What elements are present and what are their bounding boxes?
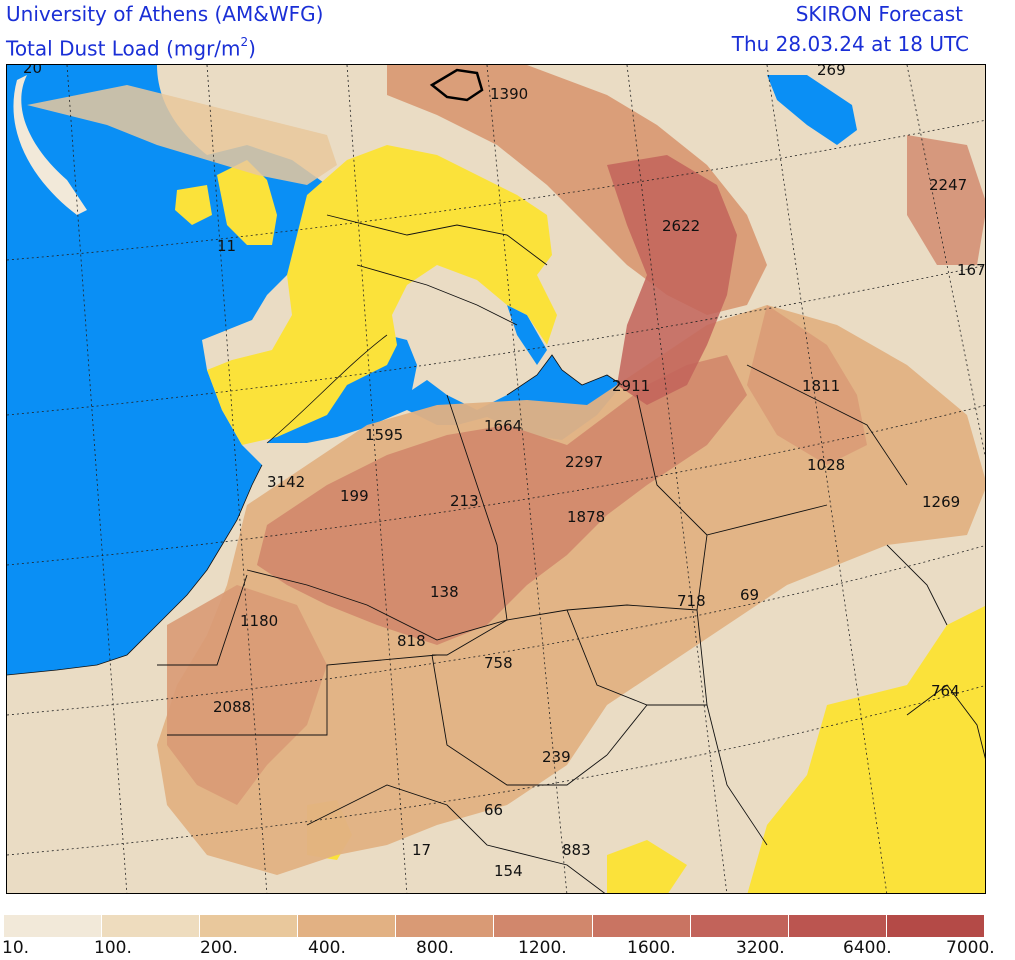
legend-tick-label: 100. (94, 938, 132, 958)
value-label: 66 (484, 801, 503, 819)
legend-swatch (592, 915, 691, 937)
value-label: 758 (484, 654, 513, 672)
value-label: 213 (450, 492, 479, 510)
north-west-coast-dust (27, 85, 337, 185)
north-atlantic-dust-band (13, 75, 87, 215)
coastlines (7, 334, 623, 676)
legend-swatch (690, 915, 789, 937)
europe-clean-air (207, 145, 557, 445)
value-label: 11 (217, 237, 236, 255)
west-africa-dust (167, 585, 327, 805)
value-label: 764 (931, 682, 960, 700)
sahara-dust-plume-high (257, 355, 747, 645)
value-label: 1269 (922, 493, 960, 511)
sahara-dust-plume-moderate (157, 305, 985, 875)
value-label: 1811 (802, 377, 840, 395)
legend-tick-label: 10. (2, 938, 30, 958)
value-label: 269 (817, 65, 846, 79)
value-label: 1595 (365, 426, 403, 444)
ireland (175, 185, 212, 225)
central-africa-clean-air (607, 840, 687, 893)
value-label: 2911 (612, 377, 650, 395)
legend-swatch (886, 915, 985, 937)
turkey-dust-core (607, 155, 737, 405)
variable-close-paren: ) (248, 36, 256, 61)
value-label: 1878 (567, 508, 605, 526)
value-label: 199 (340, 487, 369, 505)
value-label: 138 (430, 583, 459, 601)
legend-swatch (102, 915, 201, 937)
legend-tick-label: 3200. (736, 938, 785, 958)
legend-swatch (494, 915, 593, 937)
value-label: 154 (494, 862, 523, 880)
value-label: 1390 (490, 85, 528, 103)
value-label: 1028 (807, 456, 845, 474)
variable-title: Total Dust Load (mgr/m2) (6, 32, 256, 61)
legend-tick-label: 400. (308, 938, 346, 958)
legend-swatch (298, 915, 397, 937)
legend-tick-label: 800. (416, 938, 454, 958)
variable-name: Total Dust Load (mgr/m (6, 36, 241, 61)
map-canvas: 20 1390 269 2247 2622 11 167 2911 1811 1… (7, 65, 986, 893)
value-label: 69 (740, 586, 759, 604)
value-label: 818 (397, 632, 426, 650)
graticule (7, 65, 985, 893)
caspian-sea (767, 75, 857, 145)
dust-value-labels: 20 1390 269 2247 2622 11 167 2911 1811 1… (23, 65, 986, 880)
forecast-valid-time: Thu 28.03.24 at 18 UTC (731, 32, 969, 56)
legend-tick-label: 6400. (843, 938, 892, 958)
value-label: 718 (677, 592, 706, 610)
model-name: SKIRON Forecast (795, 2, 963, 26)
legend-swatch (4, 915, 103, 937)
legend-swatch (396, 915, 495, 937)
institution-title: University of Athens (AM&WFG) (6, 2, 324, 26)
value-label: 17 (412, 841, 431, 859)
value-label: 3142 (267, 473, 305, 491)
adriatic-sea (507, 305, 547, 365)
legend-swatch (788, 915, 887, 937)
legend-tick-label: 1200. (518, 938, 567, 958)
color-scale-legend (4, 915, 985, 937)
value-label: 239 (542, 748, 571, 766)
value-label: 167 (957, 261, 986, 279)
middle-east-dust (747, 305, 867, 465)
value-label: 2088 (213, 698, 251, 716)
value-label: 20 (23, 65, 42, 77)
legend-swatch (200, 915, 299, 937)
variable-unit-exponent: 2 (240, 35, 249, 49)
british-isles (217, 160, 277, 245)
value-label: 2622 (662, 217, 700, 235)
legend-tick-label: 200. (200, 938, 238, 958)
value-label: 1664 (484, 417, 522, 435)
legend-tick-label: 7000. (946, 938, 995, 958)
legend-tick-label: 1600. (627, 938, 676, 958)
highlighted-country-outline (429, 68, 484, 102)
value-label: 883 (562, 841, 591, 859)
caspian-east-dust (907, 135, 985, 265)
value-label: 2247 (929, 176, 967, 194)
value-label: 2297 (565, 453, 603, 471)
dust-load-map: 20 1390 269 2247 2622 11 167 2911 1811 1… (6, 64, 986, 894)
value-label: 1180 (240, 612, 278, 630)
country-borders (157, 214, 985, 893)
